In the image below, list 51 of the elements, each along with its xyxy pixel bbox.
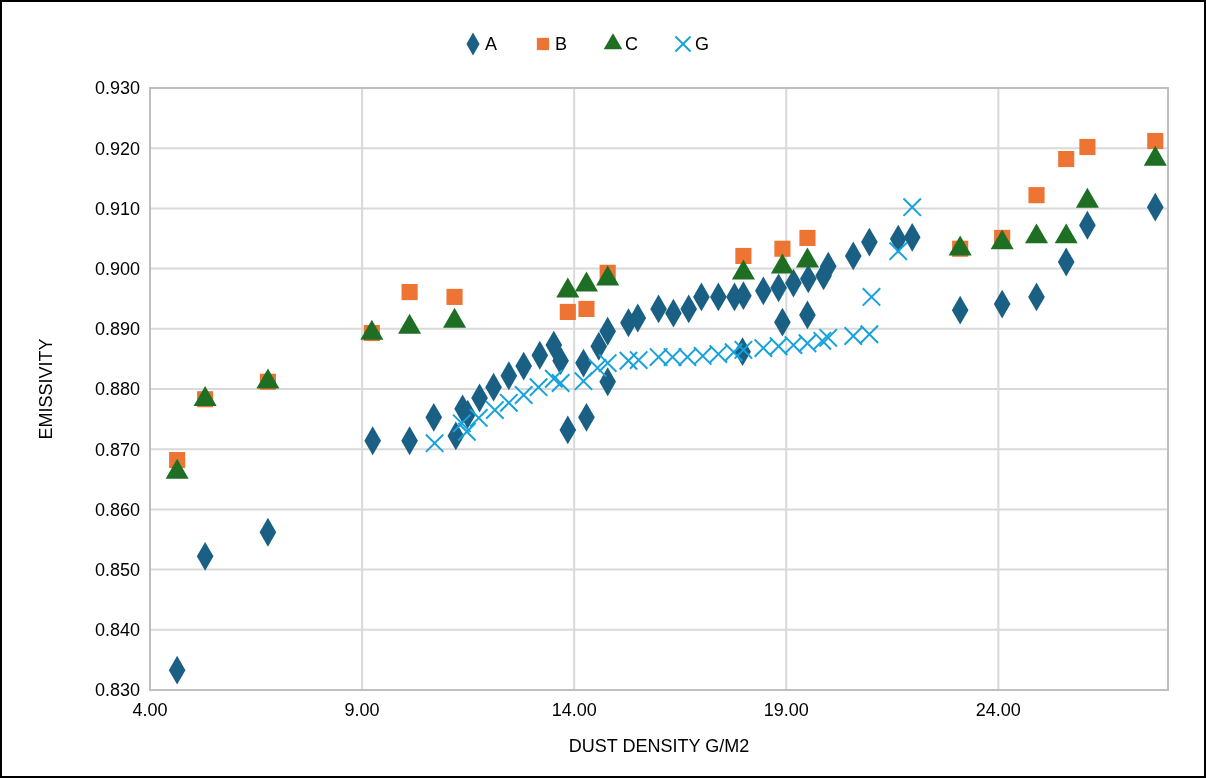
y-tick-label: 0.840	[94, 620, 140, 641]
x-tick-label: 9.00	[344, 700, 380, 720]
point	[424, 433, 445, 453]
x-tick-label: 14.00	[551, 700, 597, 720]
point	[528, 377, 549, 397]
legend-label: G	[695, 34, 710, 55]
y-tick-label: 0.870	[94, 439, 140, 460]
x-tick-label: 19.00	[763, 700, 809, 720]
point	[550, 373, 571, 393]
point	[1028, 187, 1045, 204]
point	[573, 371, 594, 391]
point	[888, 241, 908, 261]
point	[587, 358, 608, 378]
point	[1147, 132, 1164, 150]
y-tick-label: 0.830	[94, 680, 140, 701]
point	[559, 303, 576, 321]
y-tick-label: 0.920	[94, 138, 140, 159]
point	[735, 247, 752, 265]
point	[1058, 150, 1075, 168]
legend-label: B	[555, 34, 568, 55]
y-tick-label: 0.880	[94, 379, 140, 400]
x-axis-title: DUST DENSITY G/M2	[568, 736, 750, 756]
point	[578, 300, 595, 317]
point	[597, 353, 618, 373]
point	[446, 288, 463, 305]
point	[499, 393, 519, 413]
point	[485, 400, 505, 420]
point	[618, 350, 639, 371]
point	[544, 369, 564, 389]
y-tick-label: 0.890	[94, 319, 140, 340]
point	[469, 408, 489, 428]
y-tick-label: 0.910	[94, 198, 140, 219]
point	[401, 284, 418, 301]
point	[513, 385, 534, 405]
point	[1079, 138, 1096, 156]
y-tick-label: 0.850	[94, 559, 140, 580]
x-tick-label: 24.00	[975, 700, 1021, 720]
point	[902, 197, 922, 217]
y-tick-label: 0.930	[94, 78, 140, 99]
point	[818, 328, 838, 348]
point	[861, 287, 882, 307]
y-tick-label: 0.860	[94, 499, 140, 520]
y-axis-title: EMISSIVITY	[36, 338, 56, 440]
legend-label: A	[485, 34, 498, 55]
point	[452, 413, 472, 434]
point	[457, 422, 477, 442]
y-tick-label: 0.900	[94, 258, 140, 279]
x-tick-label: 4.00	[132, 700, 168, 720]
point	[774, 240, 791, 257]
legend-label: C	[625, 34, 638, 55]
point	[799, 229, 816, 246]
